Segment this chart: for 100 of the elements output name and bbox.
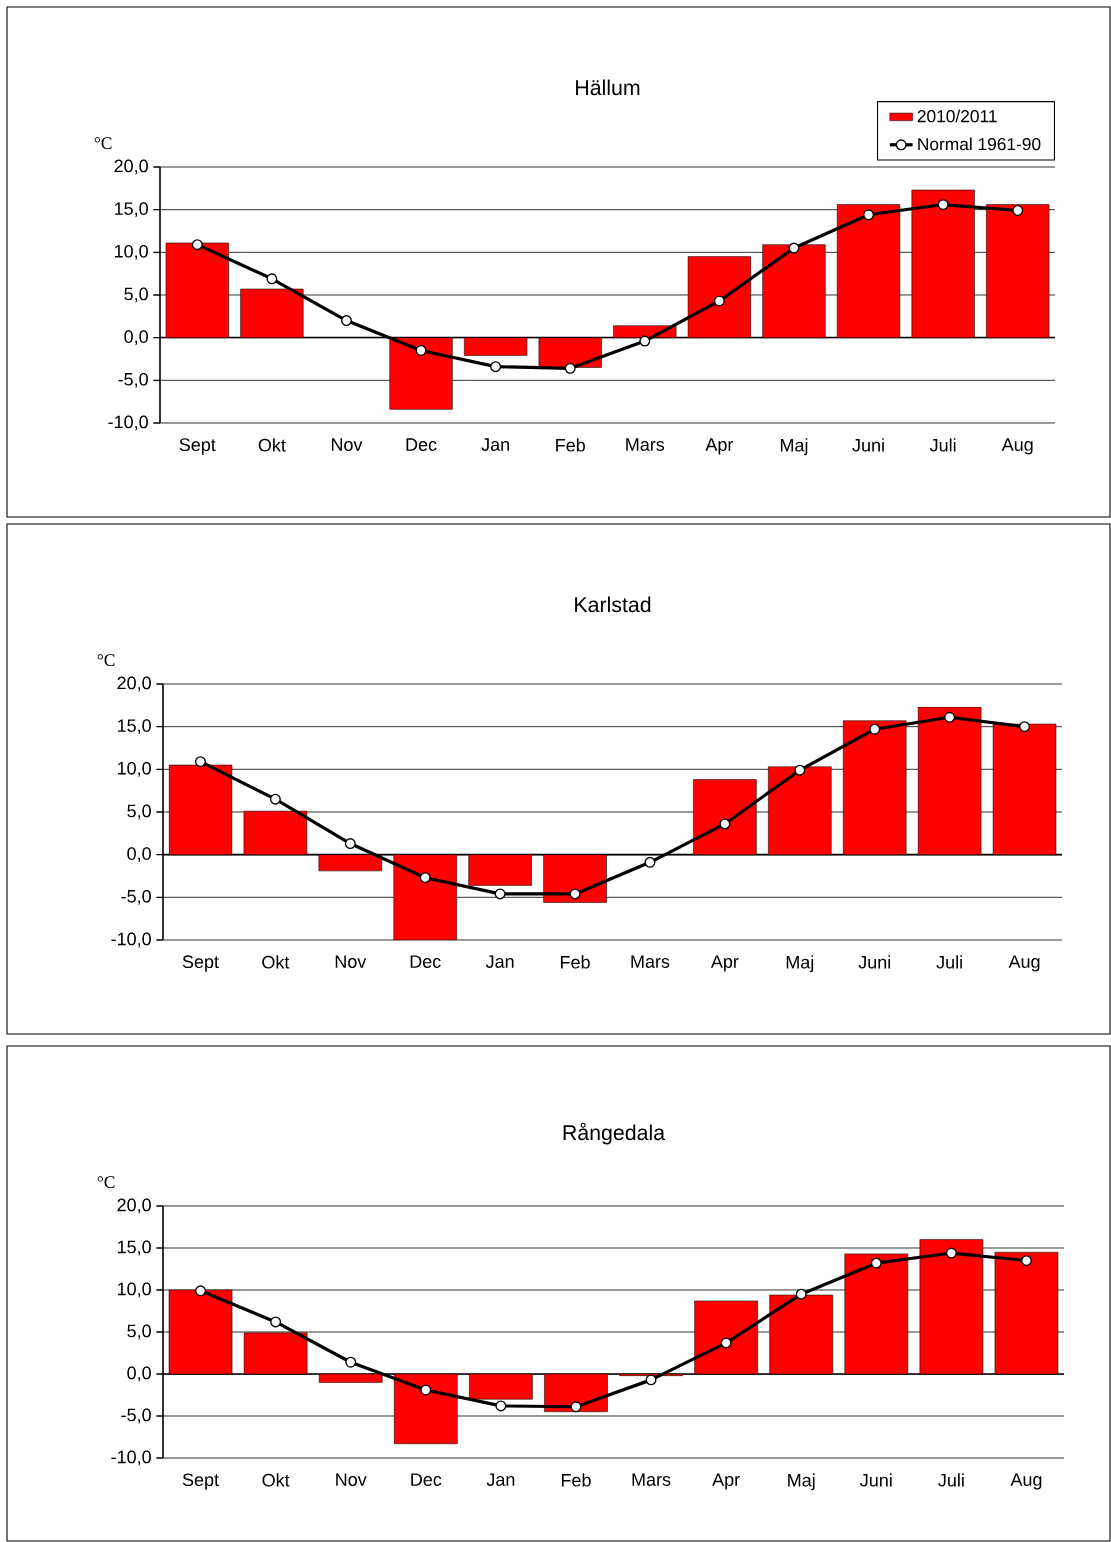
- x-tick-label: Feb: [561, 1473, 591, 1487]
- point: [269, 793, 281, 805]
- x-tick-label: Dec: [410, 955, 441, 968]
- x-tick-label: Okt: [262, 955, 290, 969]
- point: [345, 1356, 357, 1368]
- point: [937, 199, 949, 210]
- x-tick-label: Nov: [331, 438, 363, 451]
- x-tick-label: Juli: [936, 955, 962, 969]
- y-tick-label: 5,0: [127, 1324, 151, 1340]
- x-tick-label: Mars: [631, 955, 670, 968]
- x-tick-label: Juli: [938, 1473, 964, 1487]
- x-tick-label: Juni: [852, 438, 884, 452]
- y-tick-label: -5,0: [118, 372, 148, 388]
- y-axis-title: °C: [97, 1176, 115, 1188]
- point: [195, 1285, 207, 1297]
- x-tick-label: Dec: [411, 1473, 442, 1486]
- x-tick-label: Maj: [788, 1473, 815, 1491]
- legend-label: Normal 1961-90: [918, 137, 1041, 151]
- point: [1012, 205, 1024, 216]
- point: [644, 856, 656, 868]
- y-tick-label: 10,0: [117, 1282, 151, 1298]
- y-tick-label: 10,0: [117, 761, 151, 777]
- x-tick-label: Apr: [710, 955, 739, 972]
- point: [645, 1374, 657, 1386]
- y-tick-label: -5,0: [121, 1408, 151, 1424]
- x-tick-label: Mars: [626, 438, 665, 451]
- y-tick-label: 15,0: [117, 1240, 151, 1256]
- point: [788, 242, 800, 254]
- point: [490, 361, 502, 373]
- y-tick-label: 5,0: [127, 804, 151, 820]
- point: [344, 838, 356, 850]
- point: [419, 872, 431, 884]
- point: [569, 888, 581, 900]
- x-tick-label: Nov: [336, 1473, 367, 1486]
- x-tick-label: Dec: [406, 438, 437, 451]
- x-tick-label: Jan: [486, 1473, 515, 1486]
- y-tick-label: -10,0: [111, 932, 151, 948]
- chart-title: Rångedala: [563, 1122, 666, 1145]
- point: [945, 1247, 957, 1259]
- y-tick-label: 0,0: [127, 847, 151, 863]
- legend-label: 2010/2011: [917, 109, 997, 123]
- x-tick-label: Juli: [929, 438, 956, 452]
- point: [495, 1400, 507, 1412]
- x-tick-label: Nov: [335, 955, 367, 968]
- x-tick-label: Feb: [561, 955, 590, 969]
- y-tick-label: 10,0: [114, 244, 148, 260]
- point: [639, 335, 651, 347]
- y-tick-label: 5,0: [124, 287, 148, 303]
- chart-title: Karlstad: [575, 596, 651, 613]
- point: [570, 1401, 582, 1413]
- point: [869, 723, 881, 735]
- x-tick-label: Aug: [1010, 1473, 1042, 1490]
- x-tick-label: Apr: [705, 438, 734, 455]
- point: [415, 344, 427, 356]
- y-tick-label: -10,0: [111, 1450, 151, 1466]
- y-tick-label: 20,0: [117, 1198, 151, 1214]
- y-tick-label: 20,0: [117, 676, 151, 692]
- y-axis-title: °C: [97, 654, 115, 666]
- y-tick-label: -10,0: [108, 415, 148, 431]
- x-tick-label: Okt: [262, 1473, 290, 1487]
- point: [420, 1384, 432, 1396]
- point: [713, 295, 725, 307]
- y-tick-label: 0,0: [124, 330, 148, 346]
- x-tick-label: Maj: [786, 955, 814, 973]
- point: [270, 1316, 282, 1328]
- point: [863, 209, 875, 221]
- x-tick-label: Aug: [1001, 438, 1033, 455]
- point: [191, 239, 203, 251]
- point: [794, 764, 806, 776]
- y-tick-label: 20,0: [114, 159, 148, 175]
- x-tick-label: Jan: [485, 955, 514, 968]
- point: [1021, 1255, 1032, 1267]
- x-tick-label: Juni: [860, 1473, 892, 1487]
- point: [194, 756, 206, 768]
- point: [795, 1288, 807, 1300]
- y-tick-label: 0,0: [127, 1366, 151, 1382]
- x-tick-label: Okt: [258, 438, 286, 452]
- x-tick-label: Apr: [712, 1473, 740, 1490]
- x-tick-label: Feb: [556, 438, 585, 452]
- point: [719, 818, 731, 830]
- y-tick-label: -5,0: [121, 889, 151, 905]
- chart-title: Hällum: [576, 79, 640, 96]
- point: [564, 362, 576, 374]
- x-tick-label: Sept: [182, 1473, 219, 1490]
- point: [340, 315, 352, 327]
- x-tick-label: Jan: [481, 438, 509, 451]
- x-tick-label: Sept: [179, 438, 216, 455]
- x-tick-label: Mars: [632, 1473, 671, 1486]
- x-tick-label: Juni: [858, 955, 890, 969]
- y-tick-label: 15,0: [117, 719, 151, 735]
- x-tick-label: Aug: [1008, 955, 1040, 972]
- x-tick-label: Maj: [780, 438, 808, 456]
- x-tick-label: Sept: [182, 955, 219, 972]
- point: [870, 1257, 882, 1269]
- y-tick-label: 15,0: [114, 202, 148, 218]
- y-axis-title: °C: [94, 137, 112, 149]
- point: [944, 711, 956, 723]
- point: [494, 888, 506, 900]
- point: [720, 1337, 732, 1349]
- point: [266, 273, 278, 285]
